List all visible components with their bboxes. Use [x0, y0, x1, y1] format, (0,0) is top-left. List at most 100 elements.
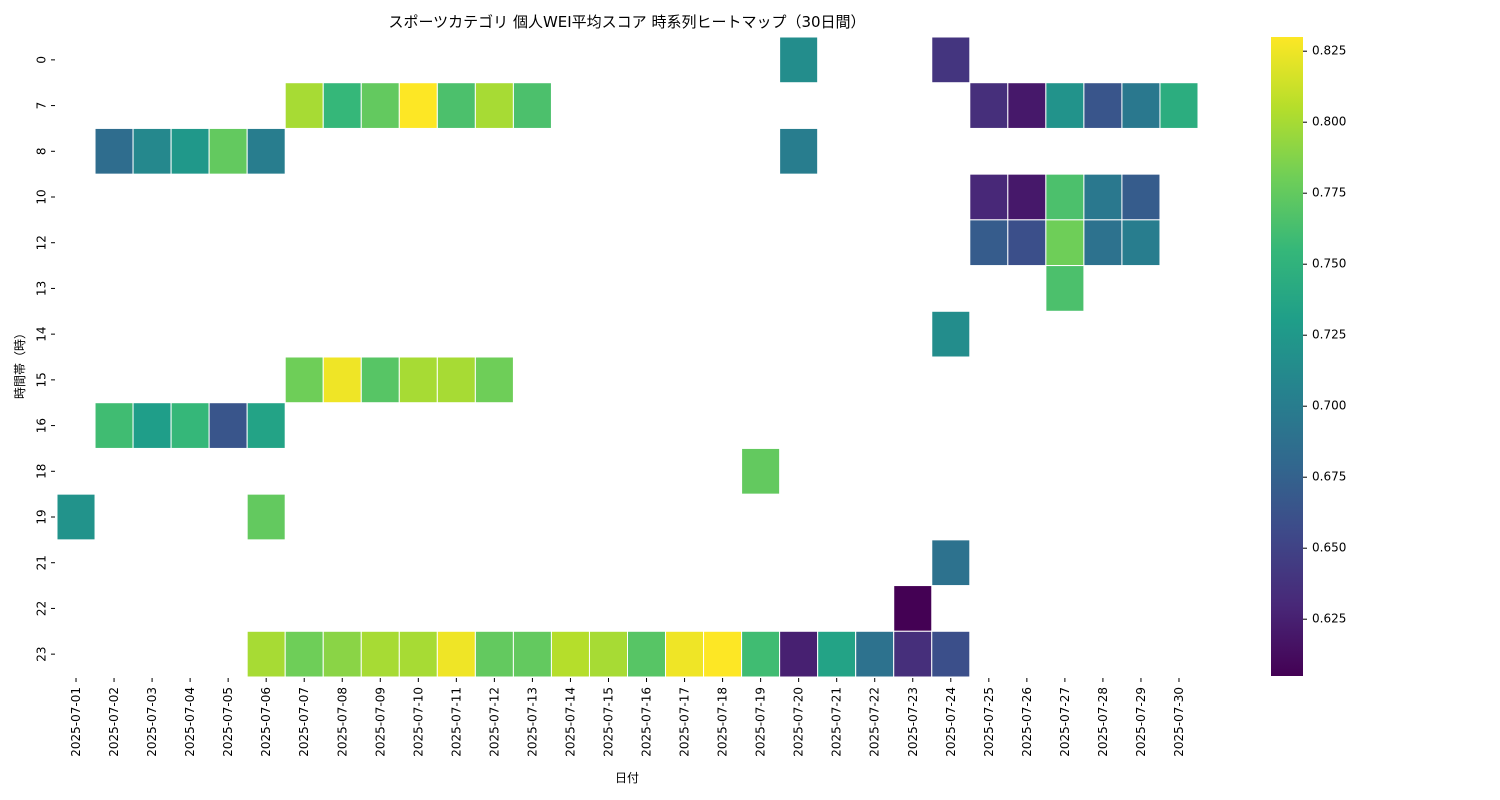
heatmap-cell: [779, 36, 819, 84]
heatmap-cell: [1121, 219, 1161, 267]
heatmap-cell: [665, 630, 705, 678]
colorbar-tick-label: 0.700: [1312, 399, 1346, 413]
heatmap-cell: [398, 82, 438, 129]
colorbar-tick-label: 0.725: [1312, 328, 1346, 342]
x-tick-label: 2025-07-11: [449, 687, 463, 757]
heatmap-cell: [893, 630, 933, 678]
heatmap-cell: [1007, 219, 1047, 267]
heatmap-cell: [360, 356, 400, 404]
heatmap-cell: [627, 630, 667, 678]
y-tick-label: 12: [35, 235, 49, 250]
heatmap-cell: [474, 82, 514, 129]
y-axis-ticks: 0 7 8 10 12 13 14 15 16 18 19 21 22 23: [35, 56, 55, 662]
heatmap-cell: [360, 82, 400, 129]
heatmap-cell: [398, 630, 438, 678]
colorbar-tick-label: 0.750: [1312, 257, 1346, 271]
heatmap-cell: [246, 127, 286, 175]
heatmap-cell: [1121, 82, 1161, 129]
colorbar-ticks: 0.625 0.650 0.675 0.700 0.725 0.750 0.775 0.800…: [1303, 44, 1346, 626]
x-tick-label: 2025-07-07: [297, 687, 311, 757]
heatmap-cell: [284, 82, 324, 129]
y-tick-label: 19: [35, 509, 49, 524]
heatmap-cell: [170, 127, 210, 175]
heatmap-cell: [360, 630, 400, 678]
x-tick-label: 2025-07-19: [754, 687, 768, 757]
heatmap-cell: [246, 630, 286, 678]
y-tick-label: 15: [35, 372, 49, 387]
heatmap-cell: [1045, 265, 1085, 312]
heatmap-cell: [969, 173, 1009, 221]
heatmap-cell: [132, 402, 172, 449]
heatmap-cell: [322, 630, 362, 678]
heatmap-cell: [436, 356, 476, 404]
y-tick-label: 8: [35, 147, 49, 155]
x-tick-label: 2025-07-29: [1134, 687, 1148, 757]
colorbar-tick-label: 0.625: [1312, 612, 1346, 626]
x-tick-label: 2025-07-17: [678, 687, 692, 757]
heatmap-cell: [1083, 82, 1123, 129]
heatmap-cell: [588, 630, 629, 678]
heatmap-cell: [170, 402, 210, 449]
x-tick-label: 2025-07-06: [259, 687, 273, 757]
heatmap-cell: [931, 36, 971, 84]
heatmap-cell: [208, 127, 248, 175]
x-tick-label: 2025-07-30: [1172, 687, 1186, 757]
heatmap-cell: [1045, 219, 1085, 267]
heatmap-cell: [969, 219, 1009, 267]
x-tick-label: 2025-07-13: [525, 687, 539, 757]
heatmap-cell: [550, 630, 590, 678]
colorbar-gradient: [1271, 37, 1303, 676]
x-tick-label: 2025-07-05: [221, 687, 235, 757]
x-tick-label: 2025-07-12: [487, 687, 501, 757]
heatmap-cell: [741, 447, 781, 495]
x-tick-label: 2025-07-01: [69, 687, 83, 757]
y-tick-label: 14: [35, 327, 49, 342]
heatmap-cell: [1159, 82, 1199, 129]
x-tick-label: 2025-07-03: [145, 687, 159, 757]
heatmap-cell: [931, 310, 971, 358]
heatmap-cell: [94, 402, 134, 449]
heatmap-cell: [1121, 173, 1161, 221]
x-tick-label: 2025-07-23: [906, 687, 920, 757]
heatmap-cell: [322, 356, 362, 404]
colorbar-tick-label: 0.650: [1312, 541, 1346, 555]
x-axis-title: 日付: [615, 771, 639, 785]
x-tick-label: 2025-07-24: [944, 687, 958, 757]
heatmap-cell: [474, 356, 514, 404]
x-axis-ticks: 2025-07-01 2025-07-02 2025-07-03 2025-07-04…: [69, 678, 1186, 757]
heatmap-cell: [703, 630, 743, 678]
x-tick-label: 2025-07-27: [1058, 687, 1072, 757]
heatmap-cell: [512, 82, 552, 129]
heatmap-cell: [817, 630, 857, 678]
x-tick-label: 2025-07-20: [792, 687, 806, 757]
heatmap-cell: [56, 493, 96, 541]
heatmap-cell: [246, 493, 286, 541]
heatmap-cell: [132, 127, 172, 175]
x-tick-label: 2025-07-16: [640, 687, 654, 757]
heatmap-cell: [436, 82, 476, 129]
x-tick-label: 2025-07-26: [1020, 687, 1034, 757]
x-tick-label: 2025-07-09: [373, 687, 387, 757]
x-tick-label: 2025-07-08: [335, 687, 349, 757]
chart-title: スポーツカテゴリ 個人WEI平均スコア 時系列ヒートマップ（30日間）: [388, 13, 865, 31]
heatmap-cell: [284, 356, 324, 404]
heatmap-cell: [931, 630, 971, 678]
x-tick-label: 2025-07-02: [107, 687, 121, 757]
y-tick-label: 22: [35, 601, 49, 616]
y-tick-label: 16: [35, 418, 49, 433]
x-tick-label: 2025-07-10: [411, 687, 425, 757]
colorbar-tick-label: 0.675: [1312, 470, 1346, 484]
y-tick-label: 18: [35, 464, 49, 479]
x-tick-label: 2025-07-21: [830, 687, 844, 757]
heatmap-cell: [94, 127, 134, 175]
heatmap-cell: [1045, 173, 1085, 221]
heatmap-cell: [1083, 173, 1123, 221]
x-tick-label: 2025-07-04: [183, 687, 197, 757]
x-tick-label: 2025-07-28: [1096, 687, 1110, 757]
x-tick-label: 2025-07-18: [716, 687, 730, 757]
x-tick-label: 2025-07-22: [868, 687, 882, 757]
heatmap-cell: [1007, 173, 1047, 221]
heatmap-cell: [779, 127, 819, 175]
heatmap-cell: [741, 630, 781, 678]
